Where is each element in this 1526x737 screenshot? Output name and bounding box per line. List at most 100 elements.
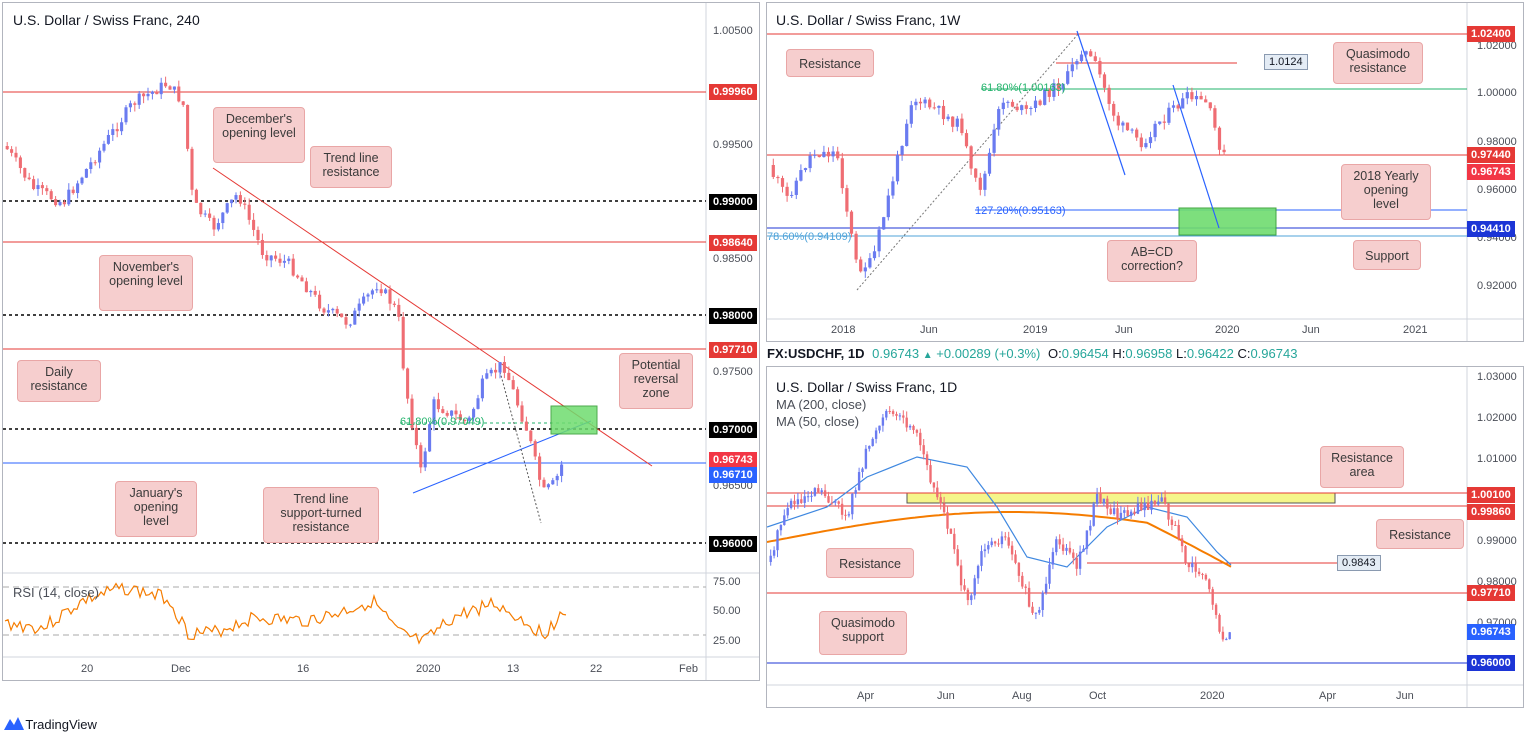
h4-candle: [133, 103, 137, 105]
w1-candle: [1001, 102, 1005, 110]
h4-candle: [414, 427, 418, 446]
trend-support-note[interactable]: Trend line support-turned resistance: [263, 487, 379, 543]
h4-candle: [375, 289, 379, 291]
w1-candle: [1038, 100, 1042, 105]
d1-candle: [840, 503, 844, 515]
w1-candle: [817, 154, 821, 158]
potential-reversal-zone: [550, 405, 598, 435]
h4-candle: [529, 430, 533, 442]
h4-candle: [406, 368, 410, 399]
w1-support-note[interactable]: Support: [1353, 240, 1421, 270]
d1-candle: [993, 541, 997, 544]
h4-candle: [238, 195, 242, 204]
d1-candle: [1106, 498, 1109, 509]
d1-candle: [1174, 524, 1177, 526]
d1-chart-panel[interactable]: U.S. Dollar / Swiss Franc, 1D MA (200, c…: [766, 366, 1524, 708]
d1-candle: [837, 501, 840, 504]
d1-candle: [1211, 589, 1214, 605]
h4-candle: [436, 399, 440, 410]
daily-resistance-note[interactable]: Daily resistance: [17, 360, 101, 402]
d1-price-label: 0.96000: [1467, 655, 1515, 671]
d1-candle: [949, 528, 953, 534]
d1-candle: [1099, 493, 1102, 504]
d1-resistance-left-note[interactable]: Resistance: [826, 548, 914, 578]
h4-chart-panel[interactable]: U.S. Dollar / Swiss Franc, 240 RSI (14, …: [2, 2, 760, 681]
w1-candle: [983, 173, 987, 190]
w1-candle: [799, 170, 803, 181]
h4-candle: [401, 316, 405, 369]
d1-candle: [854, 490, 857, 494]
w1-abcd-note[interactable]: AB=CD correction?: [1107, 240, 1197, 282]
w1-abcd-leg-1: [1076, 30, 1126, 176]
d1-candle: [1010, 545, 1014, 555]
w1-quasimodo-note[interactable]: Quasimodo resistance: [1333, 42, 1423, 84]
w1-xtick: 2021: [1403, 324, 1428, 336]
h4-candle: [313, 290, 317, 295]
w1-chart-canvas[interactable]: [767, 3, 1524, 342]
h4-price-label: 0.99000: [709, 194, 757, 210]
h4-price-label: 0.96000: [709, 536, 757, 552]
d1-candle: [844, 514, 847, 516]
d1-quasimodo-support-note[interactable]: Quasimodo support: [819, 611, 907, 655]
h4-candle: [494, 369, 498, 373]
w1-candle: [1020, 105, 1024, 111]
d1-candle: [963, 585, 966, 590]
d1-candle: [1126, 510, 1129, 517]
h4-candle: [98, 150, 102, 163]
h4-candle: [546, 484, 550, 488]
h4-candle: [269, 255, 273, 261]
trend-resistance-note[interactable]: Trend line resistance: [310, 146, 392, 188]
h4-candle: [542, 479, 546, 488]
d1-candle: [885, 410, 888, 418]
d1-resistance-value: 0.9843: [1337, 555, 1381, 571]
w1-resistance-note[interactable]: Resistance: [786, 49, 874, 77]
w1-candle: [918, 101, 923, 104]
d1-chart-canvas[interactable]: [767, 367, 1524, 708]
d1-resistance-right-note[interactable]: Resistance: [1376, 519, 1464, 549]
h4-candle: [322, 308, 326, 313]
close-label: C:: [1237, 346, 1251, 361]
d1-resistance-area-note[interactable]: Resistance area: [1320, 446, 1404, 488]
d1-ytick: 0.99000: [1477, 535, 1517, 547]
h4-chart-canvas[interactable]: [3, 3, 760, 681]
d1-candle: [973, 578, 976, 596]
d1-candle: [983, 549, 987, 552]
d1-xtick: Oct: [1089, 690, 1107, 702]
potential-reversal-zone-note[interactable]: Potential reversal zone: [619, 353, 693, 409]
ma200-line: [767, 511, 1232, 568]
d1-candle: [820, 490, 823, 493]
w1-price-label: 0.97440: [1467, 147, 1515, 163]
d1-candle: [1109, 508, 1112, 515]
january-opening-note[interactable]: January's opening level: [115, 481, 197, 537]
w1-fib-127: 127.20%(0.95163): [975, 205, 1066, 217]
d1-candle: [827, 496, 830, 503]
d1-candle: [817, 488, 820, 493]
d1-resistance-area-zone: [906, 492, 1336, 504]
w1-candle: [1010, 101, 1015, 107]
h4-candle: [168, 86, 172, 90]
w1-candle: [845, 188, 849, 212]
december-opening-note[interactable]: December's opening level: [213, 107, 305, 163]
h4-candle: [520, 405, 524, 422]
d1-candle: [1048, 564, 1051, 584]
h4-ytick: 1.00500: [713, 25, 753, 37]
h4-candle: [111, 129, 115, 135]
w1-chart-panel[interactable]: U.S. Dollar / Swiss Franc, 1W 1.02000 1.…: [766, 2, 1524, 342]
november-opening-note[interactable]: November's opening level: [99, 255, 193, 311]
h4-candle: [252, 219, 256, 230]
tradingview-brand[interactable]: TradingView: [4, 717, 97, 732]
h4-candle: [247, 204, 251, 220]
h4-candle: [256, 229, 260, 240]
w1-candle: [905, 123, 909, 146]
d1-candle: [1218, 614, 1221, 632]
d1-candle: [1000, 536, 1004, 545]
w1-yearly-opening-note[interactable]: 2018 Yearly opening level: [1341, 164, 1431, 220]
symbol-name[interactable]: FX:USDCHF, 1D: [767, 346, 865, 361]
w1-ytick: 1.02000: [1477, 40, 1517, 52]
w1-candle: [803, 168, 808, 171]
h4-candle: [304, 281, 308, 293]
h4-ytick: 0.99500: [713, 139, 753, 151]
d1-candle: [1041, 592, 1044, 611]
w1-fib-swing: [856, 32, 1080, 291]
w1-candle: [1130, 129, 1134, 131]
